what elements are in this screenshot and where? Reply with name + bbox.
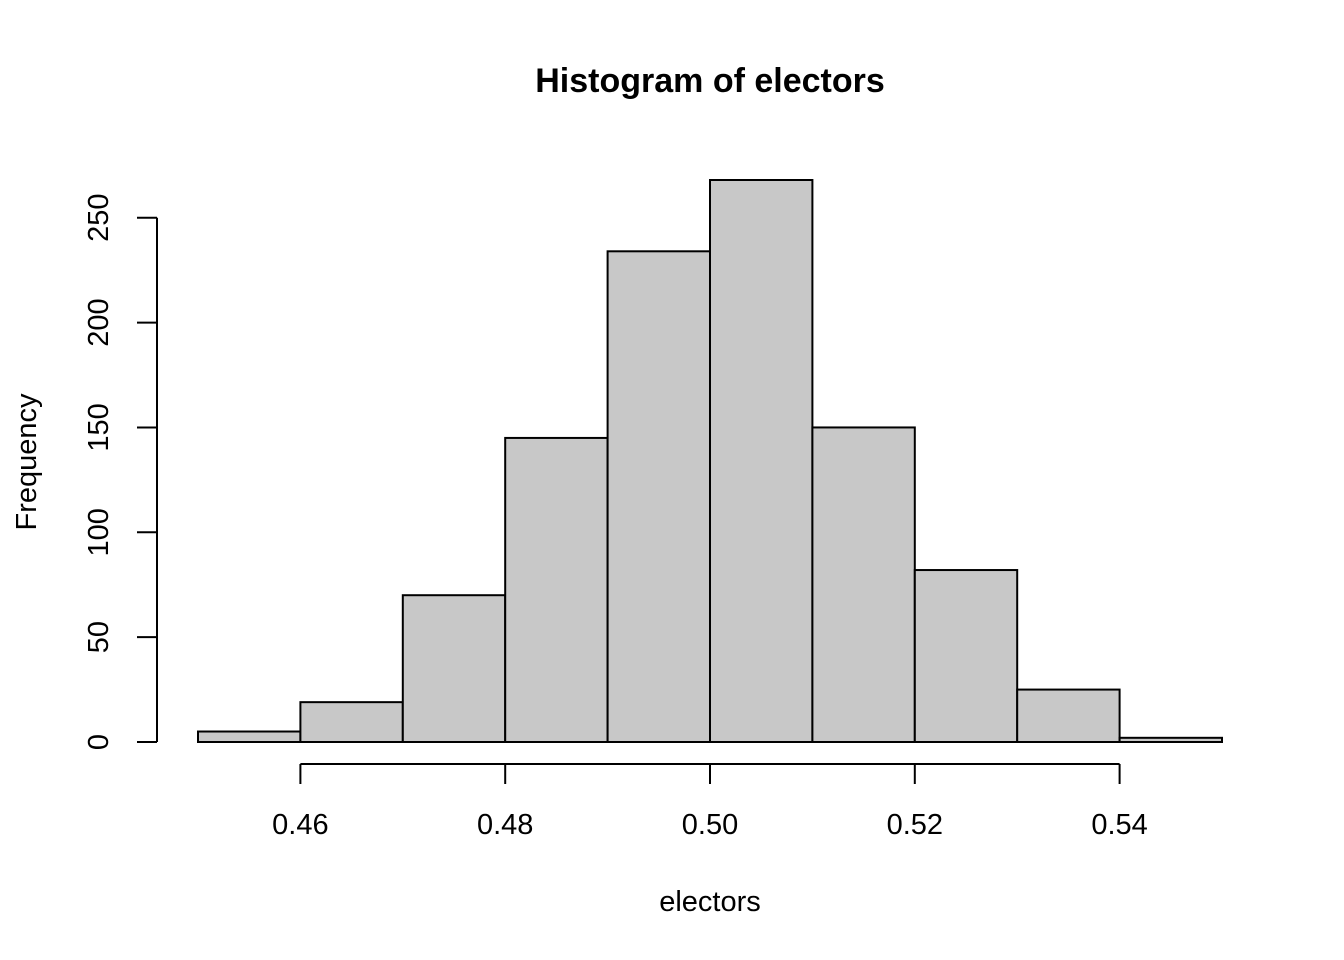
y-tick-label: 0 bbox=[83, 734, 115, 750]
histogram-bar bbox=[606, 250, 711, 744]
y-tick-label: 150 bbox=[83, 403, 115, 451]
x-axis: 0.46 0.48 0.50 0.52 0.54 bbox=[272, 763, 1148, 841]
x-tick-label: 0.50 bbox=[682, 809, 738, 841]
histogram-bar bbox=[1118, 736, 1223, 743]
x-tick-label: 0.48 bbox=[477, 809, 533, 841]
histogram-bar bbox=[504, 436, 609, 743]
y-tick-label: 250 bbox=[83, 194, 115, 242]
y-tick-label: 50 bbox=[83, 621, 115, 653]
histogram-bar bbox=[709, 179, 814, 743]
x-axis-label: electors bbox=[659, 886, 761, 918]
y-axis-label: Frequency bbox=[11, 393, 43, 531]
x-tick-label: 0.46 bbox=[272, 809, 328, 841]
y-axis: 0 50 100 150 200 250 bbox=[83, 194, 158, 750]
histogram-bar bbox=[1016, 688, 1121, 744]
histogram-bar bbox=[913, 569, 1019, 744]
x-tick-label: 0.54 bbox=[1091, 809, 1147, 841]
histogram-bar bbox=[811, 426, 916, 743]
histogram-bar bbox=[299, 701, 404, 744]
histogram-bar bbox=[401, 594, 507, 744]
chart-title: Histogram of electors bbox=[535, 62, 885, 100]
y-tick-label: 100 bbox=[83, 508, 115, 556]
x-tick-label: 0.52 bbox=[887, 809, 943, 841]
bars-group bbox=[197, 179, 1223, 744]
histogram-bar bbox=[197, 730, 302, 744]
y-tick-label: 200 bbox=[83, 298, 115, 346]
